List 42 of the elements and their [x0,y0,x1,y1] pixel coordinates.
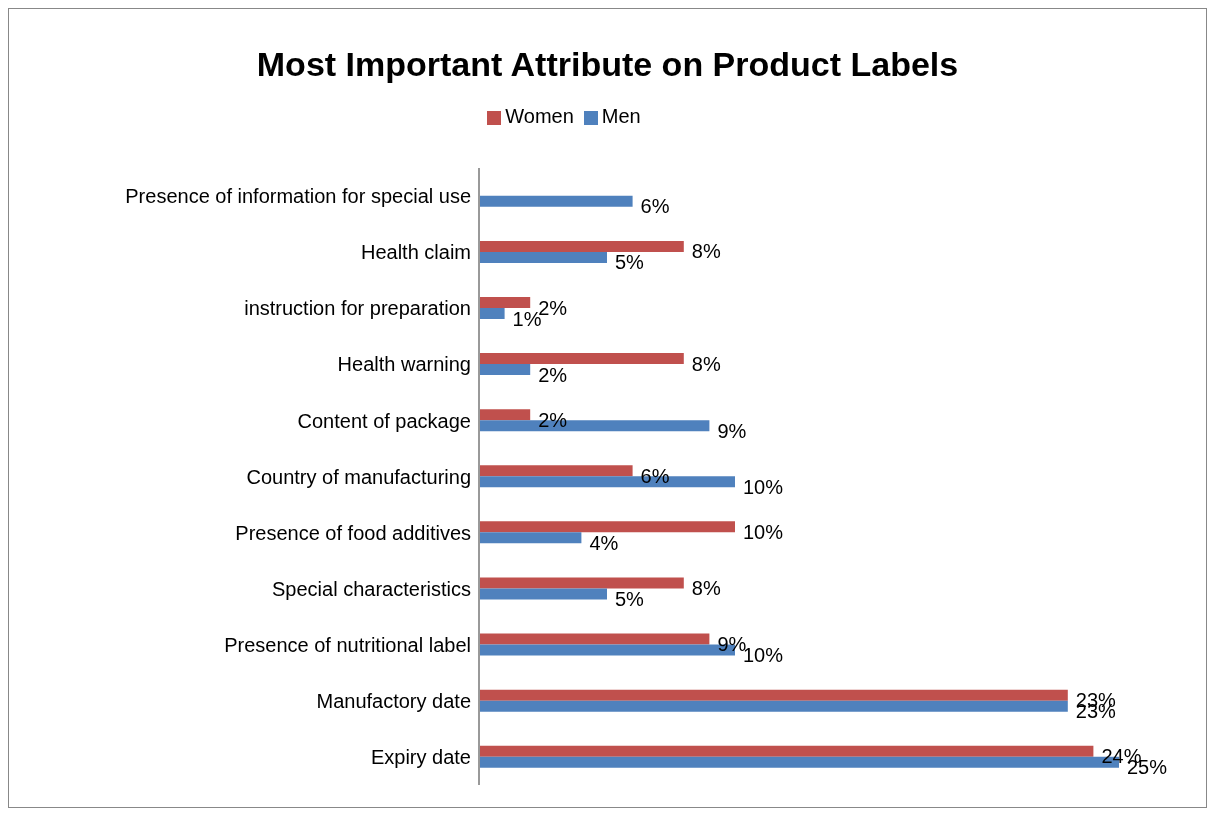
y-tick-label: instruction for preparation [244,297,471,320]
y-tick-label: Health warning [337,353,471,376]
data-label: 10% [743,475,784,498]
data-label: 5% [615,587,645,610]
bar [479,251,607,263]
data-label: 2% [538,363,568,386]
bar [479,689,1068,701]
bar [479,240,684,252]
y-tick-label: Content of package [297,409,471,432]
bar [479,364,531,376]
legend-label: Women [505,105,574,127]
bar [479,577,684,589]
data-label: 8% [691,352,721,375]
y-tick-label: Presence of information for special use [125,185,471,208]
data-label: 10% [743,520,784,543]
bar [479,532,582,544]
bar [479,588,607,600]
y-tick-label: Presence of nutritional label [224,633,471,656]
y-tick-label: Expiry date [370,746,471,769]
bar [479,633,710,645]
y-tick-label: Country of manufacturing [246,465,471,488]
data-label: 6% [640,195,670,218]
bar [479,700,1068,712]
data-label: 4% [589,531,619,554]
bar [479,297,531,309]
bar [479,745,1094,757]
data-label: 8% [691,240,721,263]
legend-label: Men [601,105,641,127]
bar [479,465,633,477]
bar [479,308,505,320]
bar [479,353,684,365]
y-tick-label: Health claim [360,241,471,264]
data-label: 9% [717,419,747,442]
y-tick-label: Special characteristics [272,577,471,600]
y-tick-label: Presence of food additives [235,521,471,544]
chart-title: Most Important Attribute on Product Labels [255,44,960,85]
data-label: 8% [691,576,721,599]
y-tick-label: Manufactory date [316,689,471,712]
bar [479,195,633,207]
bar [479,409,531,421]
bar [479,521,735,533]
data-label: 5% [615,251,645,274]
